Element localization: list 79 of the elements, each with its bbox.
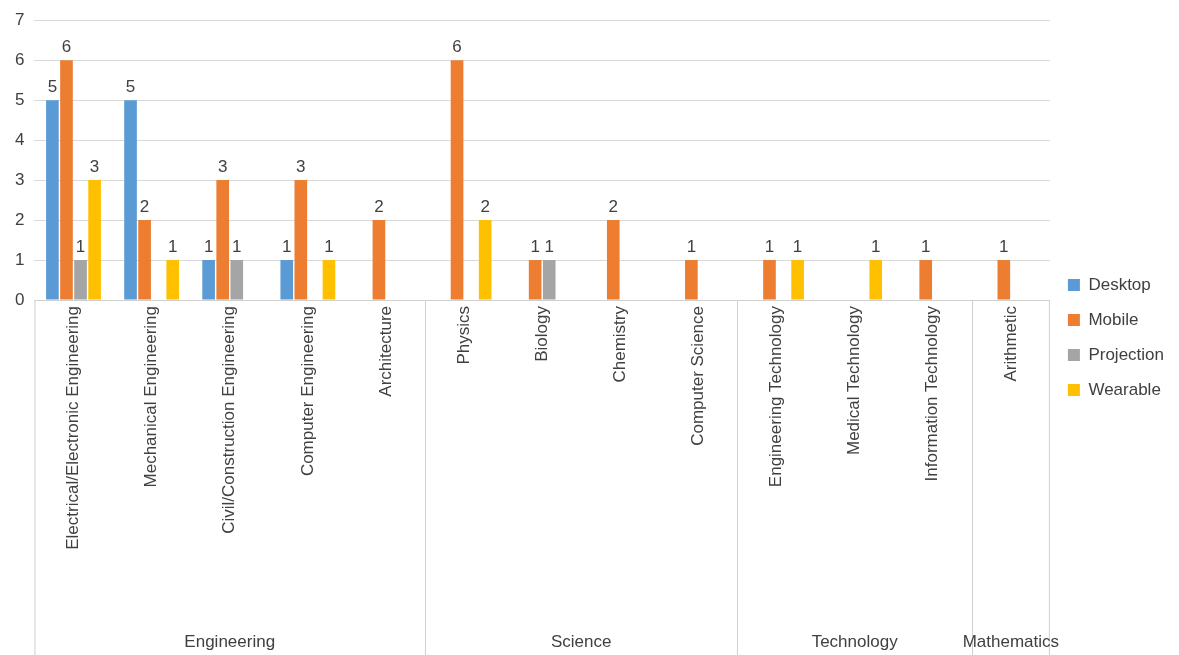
legend-label: Mobile: [1088, 309, 1139, 329]
y-tick-label: 0: [14, 289, 25, 309]
data-label: 6: [452, 37, 462, 57]
bar: [919, 260, 933, 300]
bar: [542, 260, 556, 300]
bar: [294, 180, 308, 300]
bar: [88, 180, 101, 300]
data-label: 1: [167, 237, 178, 257]
data-label: 1: [324, 237, 334, 257]
bar: [280, 260, 294, 300]
data-label: 1: [530, 237, 540, 257]
y-tick-label: 7: [14, 9, 25, 29]
bar: [869, 260, 883, 300]
bar: [372, 220, 386, 300]
x-tick-label: Computer Engineering: [297, 306, 317, 477]
y-tick-label: 1: [14, 249, 25, 269]
data-label: 3: [217, 157, 228, 177]
data-label: 5: [125, 77, 136, 97]
bar: [216, 180, 230, 300]
data-label: 2: [608, 197, 618, 217]
y-tick-label: 3: [14, 169, 25, 189]
legend-label: Desktop: [1088, 274, 1151, 294]
data-label: 1: [920, 237, 931, 257]
data-label: 1: [999, 237, 1009, 257]
x-tick-label: Biology: [531, 305, 551, 362]
legend-label: Wearable: [1088, 379, 1161, 399]
bar: [166, 260, 180, 300]
data-label: 3: [89, 157, 100, 177]
bar: [763, 260, 776, 300]
data-label: 1: [686, 237, 697, 257]
bar: [450, 60, 464, 300]
text: Mathematics: [962, 632, 1060, 652]
y-tick-label: 2: [14, 209, 25, 229]
data-label: 2: [480, 197, 490, 217]
bar: [322, 260, 336, 300]
data-label: 1: [203, 237, 214, 257]
data-label: 1: [544, 237, 554, 257]
legend-label: Projection: [1088, 344, 1165, 364]
bar: [685, 260, 698, 300]
text: Technology: [811, 632, 899, 652]
data-label: 2: [374, 197, 384, 217]
bar: [791, 260, 804, 300]
bar: [202, 260, 215, 300]
y-tick-label: 4: [14, 129, 25, 149]
bar: [46, 100, 59, 300]
data-label: 3: [296, 157, 306, 177]
x-tick-label: Engineering Technology: [766, 305, 786, 488]
data-label: 1: [870, 237, 881, 257]
bar: [138, 220, 151, 300]
x-tick-label: Information Technology: [922, 305, 942, 482]
x-tick-label: Civil/Construction Engineering: [219, 306, 239, 534]
bar: [997, 260, 1011, 300]
x-tick-label: Computer Science: [688, 306, 708, 446]
bar: [74, 260, 87, 300]
bar: [606, 220, 620, 300]
bar: [124, 100, 137, 300]
text: Science: [550, 632, 612, 652]
x-tick-label: Architecture: [375, 306, 395, 397]
text: Engineering: [184, 632, 276, 652]
y-tick-label: 5: [14, 89, 25, 109]
data-label: 1: [282, 237, 292, 257]
bar: [60, 60, 73, 300]
data-label: 1: [792, 237, 803, 257]
x-tick-label: Physics: [453, 306, 473, 365]
x-tick-label: Chemistry: [609, 305, 629, 383]
y-tick-label: 6: [14, 49, 25, 69]
data-label: 6: [61, 37, 72, 57]
bar: [230, 260, 244, 300]
x-tick-label: Electrical/Electronic Engineering: [63, 306, 83, 550]
data-label: 1: [75, 237, 86, 257]
data-label: 1: [232, 237, 242, 257]
x-tick-label: Arithmetic: [1000, 305, 1020, 382]
x-tick-label: Mechanical Engineering: [141, 306, 161, 488]
x-tick-label: Medical Technology: [844, 305, 864, 455]
data-label: 2: [139, 197, 150, 217]
bar: [528, 260, 542, 300]
data-label: 5: [47, 77, 58, 97]
data-label: 1: [764, 237, 775, 257]
bar: [478, 220, 492, 300]
